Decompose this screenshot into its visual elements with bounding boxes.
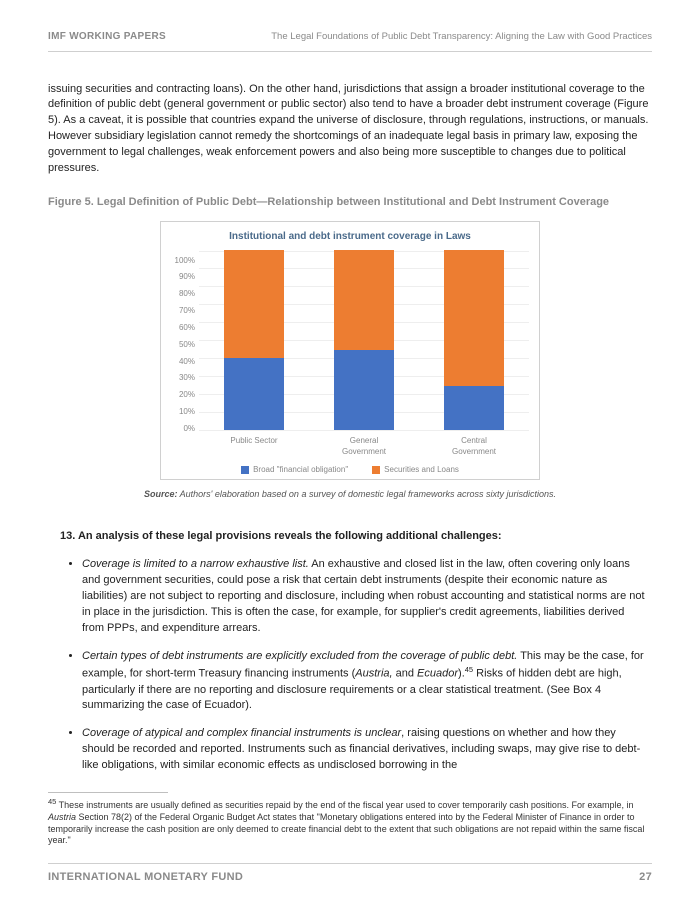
legend-item-securities: Securities and Loans [372,464,459,476]
and-word: and [396,668,417,680]
legend-item-broad: Broad "financial obligation" [241,464,348,476]
chart-legend: Broad "financial obligation" Securities … [171,464,529,476]
y-tick-label: 80% [171,288,195,300]
figure-caption: Figure 5. Legal Definition of Public Deb… [48,195,652,211]
bar-segment-broad [334,350,394,429]
chart-box: Institutional and debt instrument covera… [160,221,540,480]
header-left: IMF WORKING PAPERS [48,30,166,45]
y-tick-label: 100% [171,255,195,267]
y-tick-label: 10% [171,406,195,418]
bullet-lead: Coverage of atypical and complex financi… [82,727,401,739]
paragraph-13-heading: 13. An analysis of these legal provision… [60,529,652,545]
source-label: Source: [144,489,178,499]
bar-segment-securities [224,250,284,358]
footnote-ref-45: 45 [465,665,473,674]
running-header: IMF WORKING PAPERS The Legal Foundations… [48,30,652,45]
y-tick-label: 60% [171,322,195,334]
bullet-lead: Certain types of debt instruments are ex… [82,650,517,662]
bar-segment-securities [334,250,394,351]
page-number: 27 [639,870,652,886]
y-axis: 100%90%80%70%60%50%40%30%20%10%0% [171,251,199,431]
bar [444,250,504,430]
country-austria: Austria, [355,668,395,680]
country-ecuador: Ecuador [417,668,458,680]
x-tick-label: Central Government [439,435,509,458]
post-countries: ). [458,668,465,680]
bar-segment-broad [444,386,504,429]
running-footer: INTERNATIONAL MONETARY FUND 27 [48,870,652,886]
figure-source: Source: Authors' elaboration based on a … [48,488,652,501]
source-text: Authors' elaboration based on a survey o… [177,489,556,499]
bar [334,250,394,430]
header-right: The Legal Foundations of Public Debt Tra… [271,30,652,44]
plot-area [199,251,529,431]
challenges-list: Coverage is limited to a narrow exhausti… [82,557,648,774]
footer-rule [48,863,652,864]
chart-title: Institutional and debt instrument covera… [171,230,529,245]
bullet-lead: Coverage is limited to a narrow exhausti… [82,558,309,570]
footnote-text-post: Section 78(2) of the Federal Organic Bud… [48,812,644,845]
bar-segment-securities [444,250,504,387]
list-item: Coverage is limited to a narrow exhausti… [82,557,648,637]
bar [224,250,284,430]
chart-container: Institutional and debt instrument covera… [48,221,652,480]
y-tick-label: 90% [171,271,195,283]
list-item: Coverage of atypical and complex financi… [82,726,648,774]
x-tick-label: Public Sector [219,435,289,458]
y-tick-label: 40% [171,356,195,368]
intro-paragraph: issuing securities and contracting loans… [48,82,652,178]
legend-swatch-securities [372,466,380,474]
legend-swatch-broad [241,466,249,474]
bar-segment-broad [224,358,284,430]
x-axis-labels: Public Sector General Government Central G… [199,435,529,458]
y-tick-label: 50% [171,339,195,351]
list-item: Certain types of debt instruments are ex… [82,649,648,714]
footnote-text-pre: These instruments are usually defined as… [56,800,633,810]
x-tick-label: General Government [329,435,399,458]
gridline [199,430,529,431]
y-tick-label: 0% [171,423,195,435]
footer-org: INTERNATIONAL MONETARY FUND [48,870,243,886]
bars-group [199,251,529,430]
legend-label-broad: Broad "financial obligation" [253,464,348,476]
header-rule [48,51,652,52]
y-tick-label: 30% [171,372,195,384]
footnote-rule [48,792,168,793]
y-tick-label: 70% [171,305,195,317]
y-tick-label: 20% [171,389,195,401]
legend-label-securities: Securities and Loans [384,464,459,476]
footnote-country: Austria [48,812,76,822]
footnote-45: 45 These instruments are usually defined… [48,797,652,847]
chart-plot: 100%90%80%70%60%50%40%30%20%10%0% [171,251,529,431]
